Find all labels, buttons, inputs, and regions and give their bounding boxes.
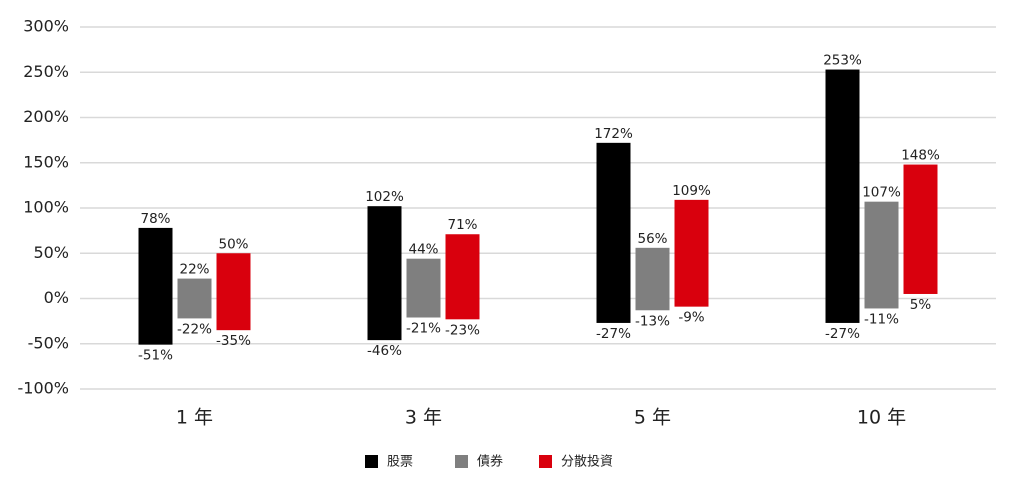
value-label: 102% xyxy=(365,189,404,205)
value-label: 44% xyxy=(408,242,438,258)
bar xyxy=(903,164,938,294)
y-tick-label: 250% xyxy=(23,62,69,81)
bar xyxy=(138,227,173,345)
legend-label: 分散投資 xyxy=(561,454,613,470)
legend-label: 債券 xyxy=(477,454,503,470)
bar xyxy=(635,247,670,311)
y-tick-label: -100% xyxy=(17,379,69,398)
y-tick-label: 150% xyxy=(23,152,69,171)
legend-swatch xyxy=(365,455,378,468)
bar xyxy=(406,258,441,318)
y-tick-label: -50% xyxy=(28,333,69,352)
low-label: -27% xyxy=(596,326,631,342)
y-tick-label: 200% xyxy=(23,107,69,126)
value-label: 253% xyxy=(823,53,862,69)
value-label: 22% xyxy=(179,262,209,278)
bar xyxy=(825,69,860,323)
x-tick-label: 1 年 xyxy=(176,407,213,429)
y-tick-label: 0% xyxy=(44,288,69,307)
bar xyxy=(674,199,709,307)
legend-swatch xyxy=(455,455,468,468)
low-label: -23% xyxy=(445,322,480,338)
x-tick-label: 10 年 xyxy=(857,407,906,429)
low-label: -9% xyxy=(678,310,704,326)
y-tick-label: 300% xyxy=(23,17,69,36)
low-label: -21% xyxy=(406,321,441,337)
low-label: -35% xyxy=(216,333,251,349)
low-label: -22% xyxy=(177,321,212,337)
x-tick-label: 5 年 xyxy=(634,407,671,429)
bar xyxy=(596,142,631,323)
bar xyxy=(864,201,899,309)
value-label: 107% xyxy=(862,185,901,201)
value-label: 172% xyxy=(594,126,633,142)
value-label: 50% xyxy=(218,236,248,252)
low-label: -46% xyxy=(367,343,402,359)
legend-swatch xyxy=(539,455,552,468)
value-label: 148% xyxy=(901,148,940,164)
x-tick-label: 3 年 xyxy=(405,407,442,429)
bar xyxy=(445,234,480,320)
legend-label: 股票 xyxy=(387,455,413,470)
bar xyxy=(367,206,402,341)
bar xyxy=(216,253,251,331)
value-label: 78% xyxy=(140,211,170,227)
y-tick-label: 100% xyxy=(23,198,69,217)
low-label: -51% xyxy=(138,348,173,364)
low-label: -27% xyxy=(825,326,860,342)
value-label: 71% xyxy=(447,217,477,233)
low-label: -11% xyxy=(864,311,899,327)
y-tick-label: 50% xyxy=(33,243,69,262)
bar xyxy=(177,278,212,319)
low-label: -13% xyxy=(635,313,670,329)
low-label: 5% xyxy=(910,297,932,313)
value-label: 109% xyxy=(672,183,711,199)
value-label: 56% xyxy=(637,231,667,247)
